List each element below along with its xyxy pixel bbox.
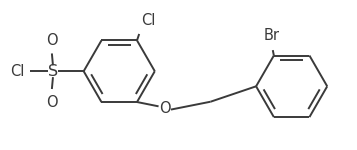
Text: Cl: Cl: [141, 12, 156, 27]
Text: S: S: [49, 64, 59, 79]
Text: O: O: [47, 33, 58, 48]
Text: Cl: Cl: [10, 64, 24, 79]
Text: O: O: [159, 101, 171, 116]
Text: Br: Br: [264, 28, 280, 43]
Text: O: O: [47, 95, 58, 110]
